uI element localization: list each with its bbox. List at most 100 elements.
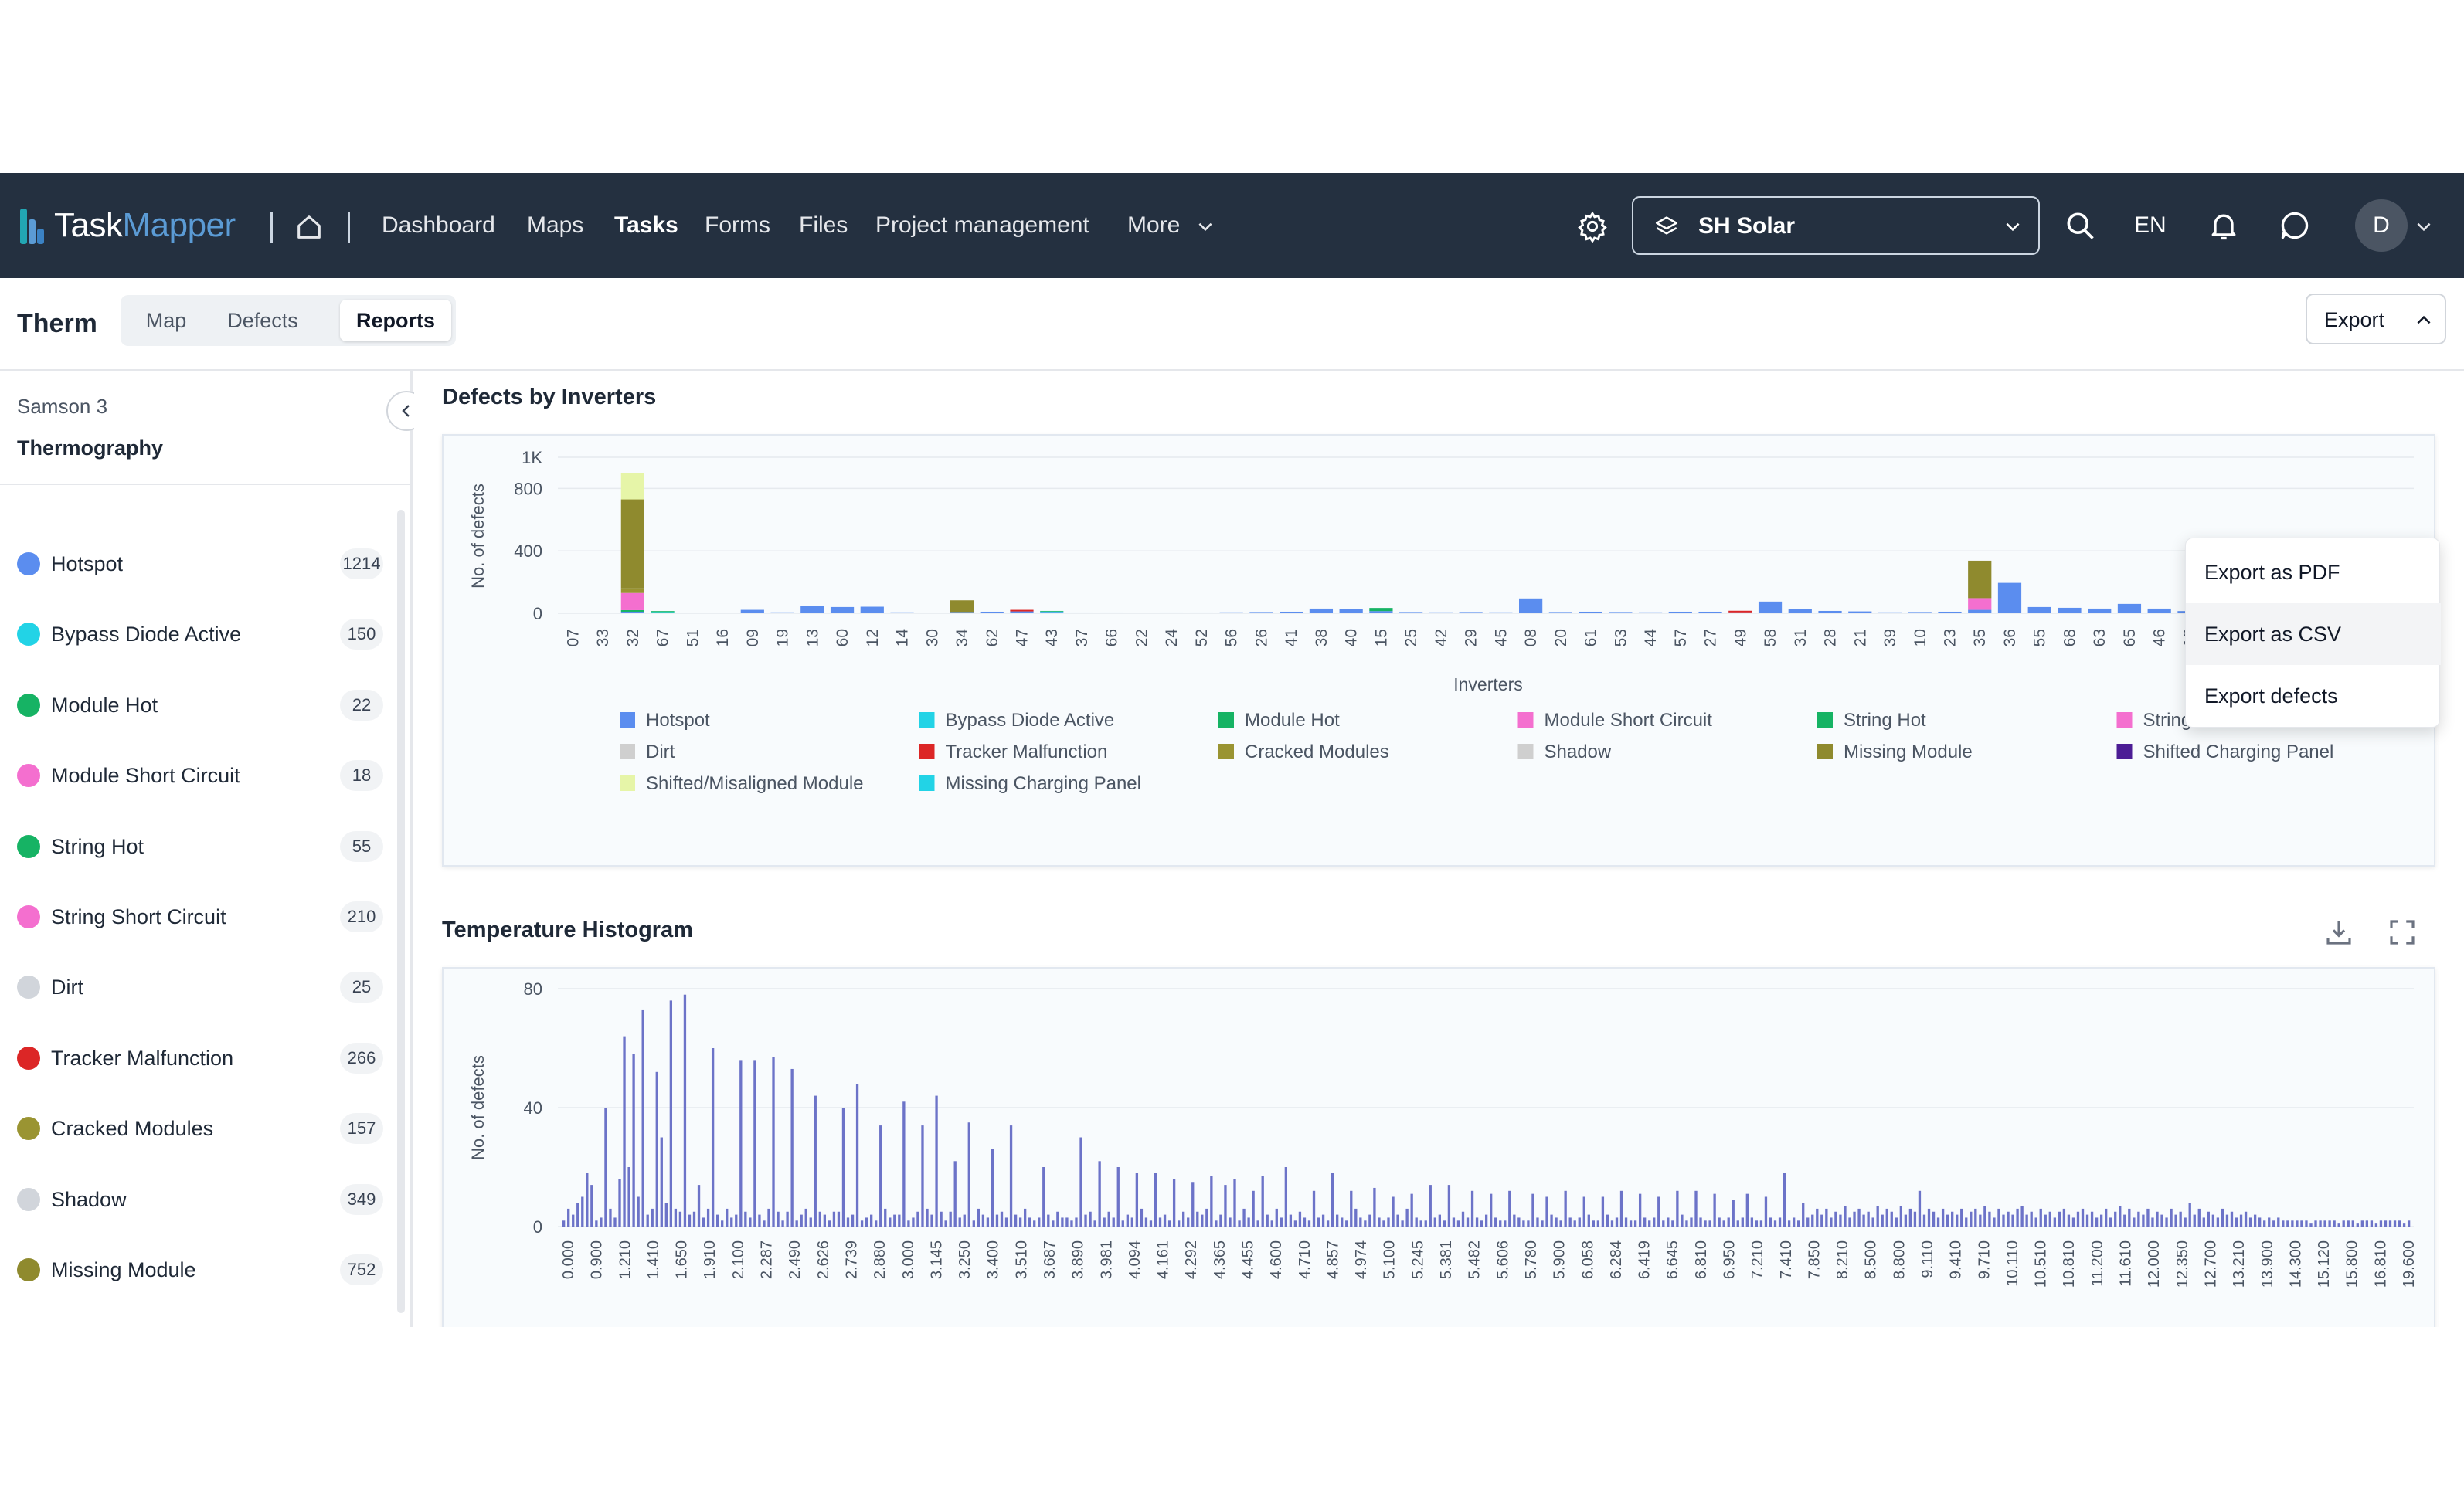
bar-segment [1040, 611, 1064, 613]
export-as-pdf-option[interactable]: Export as PDF [2204, 561, 2340, 584]
defect-type-item[interactable]: Shadow 349 [0, 1176, 394, 1223]
nav-dashboard[interactable]: Dashboard [382, 212, 495, 238]
chevron-down-icon [2006, 222, 2020, 232]
defect-type-item[interactable]: Tracker Malfunction 266 [0, 1035, 394, 1081]
defect-type-item[interactable]: Dirt 25 [0, 964, 394, 1010]
histogram-bar [1681, 1214, 1684, 1227]
settings-gear-icon[interactable] [1576, 210, 1609, 243]
histogram-bar [1960, 1208, 1963, 1227]
histogram-bar [1280, 1217, 1283, 1227]
histogram-bar [1284, 1167, 1288, 1227]
nav-tasks[interactable]: Tasks [614, 212, 678, 238]
notification-bell-icon[interactable] [2207, 209, 2241, 243]
histogram-bar [2142, 1214, 2145, 1227]
histogram-bar [1219, 1214, 1222, 1227]
temperature-histogram-chart[interactable]: 0 40 80 No. of defects 0.000 0.900 1.210 1.410 1… [444, 969, 2437, 1327]
x-tick-label: 34 [953, 629, 971, 647]
defect-type-item[interactable]: Missing Module 752 [0, 1247, 394, 1293]
legend-swatch [919, 712, 935, 728]
defect-type-item[interactable]: String Short Circuit 210 [0, 894, 394, 940]
x-tick-label: 16.810 [2372, 1240, 2389, 1288]
export-defects-option[interactable]: Export defects [2204, 684, 2338, 708]
chat-icon[interactable] [2278, 209, 2312, 243]
histogram-bar [2402, 1223, 2406, 1227]
histogram-bar [1382, 1220, 1385, 1227]
histogram-bar [1205, 1208, 1208, 1227]
defect-type-item[interactable]: Cracked Modules 157 [0, 1105, 394, 1152]
histogram-bar [2239, 1214, 2243, 1227]
defect-type-item[interactable]: String Hot 55 [0, 823, 394, 870]
histogram-bar [613, 1217, 617, 1227]
download-icon[interactable] [2323, 916, 2355, 949]
defect-type-item[interactable]: Module Hot 22 [0, 682, 394, 728]
histogram-bar [576, 1203, 579, 1227]
defect-type-item[interactable]: Hotspot 1214 [0, 541, 394, 587]
language-selector[interactable]: EN [2134, 212, 2167, 238]
histogram-bar [772, 1057, 775, 1227]
histogram-bar [2109, 1217, 2112, 1227]
histogram-bar [2071, 1217, 2075, 1227]
app-logo-text[interactable]: TaskMapper [54, 205, 236, 246]
export-button[interactable]: Export [2306, 294, 2446, 344]
fullscreen-icon[interactable] [2386, 916, 2418, 949]
bar-segment [2147, 608, 2171, 613]
search-icon[interactable] [2063, 209, 2097, 243]
chevron-up-icon [2417, 315, 2431, 324]
taskmapper-logo-icon[interactable] [20, 209, 45, 244]
tab-defects[interactable]: Defects [227, 309, 298, 332]
x-tick-label: 45 [1492, 629, 1510, 646]
histogram-bar [977, 1208, 981, 1227]
legend-label: Module Short Circuit [1545, 710, 1713, 731]
nav-maps[interactable]: Maps [527, 212, 584, 238]
defect-color-dot [17, 623, 40, 646]
nav-more[interactable]: More [1127, 212, 1181, 238]
tab-reports[interactable]: Reports [340, 300, 451, 341]
x-tick-label: 4.600 [1268, 1240, 1285, 1279]
histogram-bar [1210, 1176, 1213, 1227]
defect-type-label: Hotspot [51, 552, 124, 575]
histogram-bar [2314, 1220, 2317, 1227]
x-tick-label: 2.739 [843, 1240, 860, 1279]
histogram-bar [2235, 1217, 2238, 1227]
histogram-bar [1755, 1220, 1759, 1227]
home-icon[interactable] [294, 212, 325, 243]
histogram-bar [1908, 1208, 1912, 1227]
chevron-down-icon[interactable] [2414, 216, 2434, 236]
x-tick-label: 07 [564, 629, 582, 646]
histogram-bar [1191, 1182, 1195, 1227]
nav-files[interactable]: Files [799, 212, 848, 238]
x-tick-label: 7.850 [1806, 1240, 1823, 1279]
defects-by-inverters-chart[interactable]: 0 400 800 1K No. of defects 07 33 32 67 51 16 09 19 1… [444, 436, 2437, 868]
histogram-bar [828, 1220, 831, 1227]
histogram-bar [651, 1208, 654, 1227]
defect-type-item[interactable]: Module Short Circuit 18 [0, 752, 394, 799]
y-tick-label: 400 [514, 541, 542, 561]
sidebar-scrollbar[interactable] [397, 510, 405, 1313]
histogram-bar [2011, 1214, 2014, 1227]
x-tick-label: 4.292 [1183, 1240, 1200, 1279]
histogram-bar [711, 1048, 715, 1227]
export-dropdown-menu: Export as PDF Export as CSV Export defec… [2185, 538, 2441, 728]
histogram-bar [1042, 1167, 1045, 1227]
defect-type-item[interactable]: Bypass Diode Active 150 [0, 611, 394, 657]
project-selector[interactable]: SH Solar [1632, 196, 2040, 255]
export-as-csv-option[interactable]: Export as CSV [2186, 603, 2441, 665]
histogram-bar [2156, 1211, 2159, 1227]
nav-forms[interactable]: Forms [705, 212, 770, 238]
chevron-down-icon[interactable] [1195, 216, 1215, 236]
x-tick-label: 6.950 [1721, 1240, 1738, 1279]
histogram-bar [1289, 1214, 1293, 1227]
bar-segment [651, 611, 675, 613]
tab-map[interactable]: Map [145, 309, 187, 332]
histogram-bar [1974, 1208, 1977, 1227]
nav-project-management[interactable]: Project management [875, 212, 1089, 238]
histogram-bar [1233, 1179, 1236, 1227]
histogram-bar [706, 1208, 710, 1227]
histogram-bar [930, 1214, 933, 1227]
user-avatar[interactable]: D [2355, 199, 2408, 252]
bar-segment [980, 611, 1004, 613]
x-tick-label: 51 [684, 629, 702, 646]
x-tick-label: 4.455 [1240, 1240, 1257, 1279]
x-tick-label: 2.490 [787, 1240, 804, 1279]
histogram-bar [1676, 1190, 1679, 1227]
